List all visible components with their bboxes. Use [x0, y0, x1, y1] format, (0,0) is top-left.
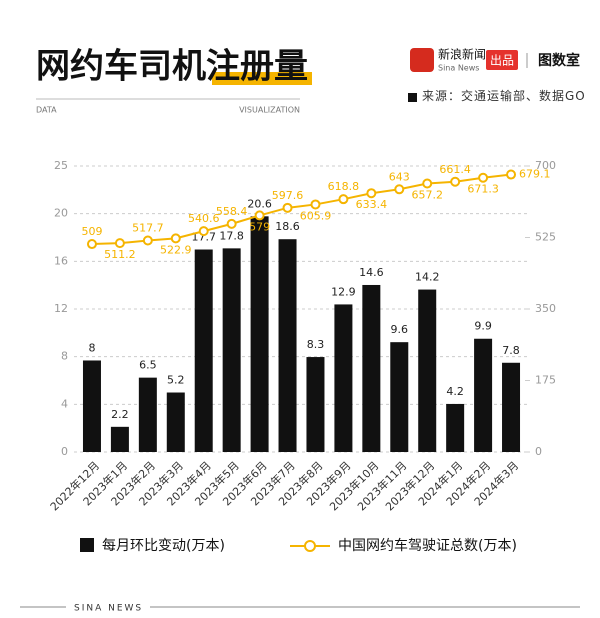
bar-label: 14.2 — [415, 271, 440, 284]
brand: 新浪新闻 — [438, 47, 486, 62]
bar — [138, 377, 157, 452]
bar — [390, 342, 409, 452]
y2-tick-label: 525 — [535, 231, 556, 244]
line-point — [478, 172, 489, 183]
y-tick-label: 4 — [61, 397, 68, 410]
line-label: 558.4 — [216, 205, 248, 218]
bar — [82, 360, 101, 452]
y-tick-label: 0 — [61, 445, 68, 458]
bar-label: 17.8 — [219, 229, 244, 242]
bar-label: 8 — [88, 341, 95, 354]
produced-badge — [486, 50, 518, 70]
bar-label: 2.2 — [111, 408, 129, 421]
bar — [418, 289, 437, 452]
bar — [306, 357, 325, 452]
line-point — [170, 233, 181, 244]
bar-label: 9.9 — [474, 320, 492, 333]
line-point — [310, 199, 321, 210]
bar — [166, 392, 185, 452]
line-point — [226, 218, 237, 229]
right-tag: VISUALIZATION — [239, 106, 300, 115]
y-tick-label: 12 — [54, 302, 68, 315]
y2-tick-label: 700 — [535, 159, 556, 172]
line-point — [86, 239, 97, 250]
footer: SINA NEWS — [74, 604, 143, 614]
line-label: 509 — [81, 225, 102, 238]
legend-swatch — [304, 540, 316, 552]
line-point — [282, 202, 293, 213]
line-label: 657.2 — [411, 188, 443, 201]
bar-label: 4.2 — [446, 385, 464, 398]
line-label: 511.2 — [104, 248, 136, 261]
y-tick-label: 25 — [54, 159, 68, 172]
line-label: 679.1 — [519, 168, 551, 181]
bar-label: 6.5 — [139, 359, 157, 372]
bar — [474, 338, 493, 452]
bar-label: 14.6 — [359, 266, 384, 279]
bar-label: 12.9 — [331, 285, 356, 298]
legend-label: 中国网约车驾驶证总数(万本) — [338, 537, 517, 554]
line — [91, 173, 512, 246]
bar — [194, 249, 213, 452]
studio: 图数室 — [538, 52, 580, 69]
line-label: 618.8 — [328, 180, 360, 193]
y2-tick-label: 0 — [535, 445, 542, 458]
line-label: 661.4 — [439, 163, 471, 176]
bar — [362, 284, 381, 452]
y2-tick-label: 175 — [535, 374, 556, 387]
line-label: 633.4 — [356, 198, 388, 211]
line-label: 597.6 — [272, 189, 304, 202]
bar-label: 7.8 — [502, 344, 520, 357]
title-highlight — [212, 72, 312, 85]
line-label: 643 — [389, 170, 410, 183]
bar — [110, 426, 129, 452]
y2-tick-label: 350 — [535, 302, 556, 315]
brand-logo — [410, 48, 434, 72]
source-box: 来源：交通运输部、数据GO — [422, 89, 586, 103]
bar-label: 5.2 — [167, 374, 185, 387]
bar-label: 18.6 — [275, 220, 300, 233]
title: 网约车司机注册量 — [36, 47, 308, 87]
line-label: 579 — [249, 220, 270, 233]
line-label: 540.6 — [188, 212, 220, 225]
source: 来源：交通运输部、数据GO — [422, 89, 586, 103]
bar-label: 9.6 — [391, 323, 409, 336]
line-point — [338, 194, 349, 205]
bar-label: 8.3 — [307, 338, 325, 351]
line-label: 605.9 — [300, 209, 332, 222]
y-tick-label: 16 — [54, 254, 68, 267]
line-point — [394, 184, 405, 195]
line-label: 671.3 — [467, 183, 499, 196]
produced: 出品 — [490, 54, 514, 68]
line-point — [254, 210, 265, 221]
y-tick-label: 8 — [61, 350, 68, 363]
line-point — [366, 188, 377, 199]
line-point — [422, 178, 433, 189]
bar — [222, 248, 241, 452]
y-tick-label: 20 — [54, 207, 68, 220]
bar — [250, 216, 269, 452]
legend-label: 每月环比变动(万本) — [102, 538, 225, 554]
line-point — [450, 176, 461, 187]
line-point — [114, 238, 125, 249]
line-point — [506, 169, 517, 180]
line-point — [198, 226, 209, 237]
legend-swatch — [80, 538, 94, 552]
bar — [334, 304, 353, 452]
line-label: 517.7 — [132, 221, 164, 234]
left-tag: DATA — [36, 106, 57, 115]
bar-label: 20.6 — [247, 197, 272, 210]
bar — [278, 239, 297, 452]
bar-label: 17.7 — [191, 231, 216, 244]
brand-en: Sina News — [438, 64, 479, 73]
line-label: 522.9 — [160, 243, 192, 256]
bar — [502, 362, 521, 452]
bar — [446, 403, 465, 452]
line-point — [142, 235, 153, 246]
source-icon — [408, 93, 417, 102]
